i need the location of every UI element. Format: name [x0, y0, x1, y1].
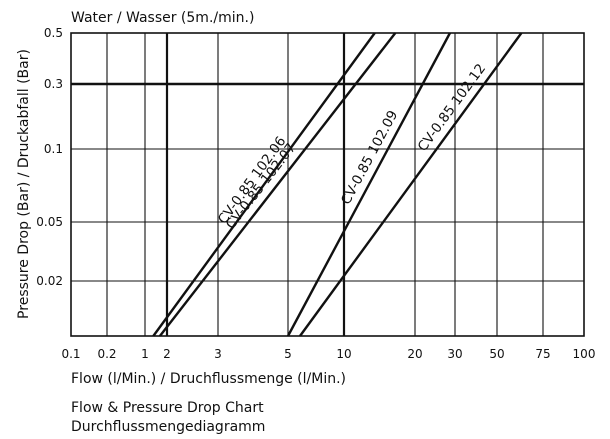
x-axis-title: Flow (l/Min.) / Druchflussmenge (l/Min.) — [71, 371, 346, 387]
series-line — [299, 32, 523, 337]
series-line — [286, 32, 451, 337]
series-label: CV-0.85 102.09 — [338, 108, 401, 208]
x-tick-label: 3 — [214, 347, 222, 361]
x-tick-label: 1 — [141, 347, 149, 361]
plot-frame — [70, 32, 585, 337]
y-tick-label: 0.5 — [44, 26, 63, 40]
chart-grid — [70, 32, 585, 337]
y-axis-title: Pressure Drop (Bar) / Druckabfall (Bar) — [16, 49, 32, 319]
chart-ticks: 0.1 0.2 1 2 3 5 10 20 30 50 75 100 0.5 0.3 0.1 0.05 0.02 — [36, 26, 595, 361]
series-label: CV-0.85 102.06 — [215, 134, 289, 228]
x-tick-label: 75 — [535, 347, 550, 361]
x-tick-label: 30 — [447, 347, 462, 361]
series-line — [158, 32, 397, 337]
caption-line-2: Durchflussmengediagramm — [71, 419, 266, 435]
x-tick-label: 50 — [489, 347, 504, 361]
x-tick-label: 10 — [336, 347, 351, 361]
x-tick-label: 100 — [573, 347, 596, 361]
caption-line-1: Flow & Pressure Drop Chart — [71, 400, 264, 416]
x-tick-label: 5 — [284, 347, 292, 361]
x-tick-label: 2 — [163, 347, 171, 361]
y-tick-label: 0.1 — [44, 142, 63, 156]
series-line — [152, 32, 376, 337]
chart-title: Water / Wasser (5m./min.) — [71, 10, 254, 26]
x-tick-label: 0.2 — [97, 347, 116, 361]
y-tick-label: 0.02 — [36, 274, 63, 288]
x-tick-label: 20 — [407, 347, 422, 361]
y-tick-label: 0.3 — [44, 77, 63, 91]
y-tick-label: 0.05 — [36, 215, 63, 229]
series-label: CV-0.85 102.12 — [415, 61, 489, 155]
x-tick-label: 0.1 — [61, 347, 80, 361]
